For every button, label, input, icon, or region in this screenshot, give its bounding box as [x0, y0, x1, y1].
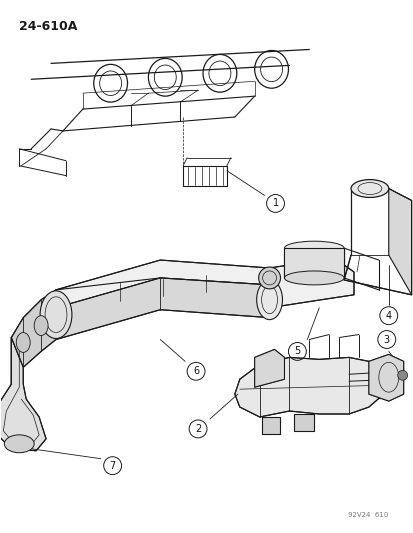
Text: 4: 4	[385, 311, 391, 321]
Ellipse shape	[350, 180, 388, 197]
Ellipse shape	[34, 316, 48, 336]
Ellipse shape	[258, 267, 280, 289]
Text: 1: 1	[272, 198, 278, 208]
Ellipse shape	[40, 291, 72, 338]
Polygon shape	[284, 248, 343, 278]
Text: 24-610A: 24-610A	[19, 20, 78, 33]
Ellipse shape	[284, 241, 343, 255]
Text: 5: 5	[294, 346, 300, 357]
Text: 3: 3	[383, 335, 389, 344]
Polygon shape	[254, 350, 284, 387]
Polygon shape	[0, 337, 46, 451]
Polygon shape	[56, 260, 269, 308]
Text: 6: 6	[192, 366, 199, 376]
Polygon shape	[269, 258, 353, 308]
Ellipse shape	[284, 271, 343, 285]
Polygon shape	[261, 417, 279, 434]
Text: 2: 2	[195, 424, 201, 434]
Polygon shape	[11, 290, 56, 384]
Polygon shape	[294, 414, 313, 431]
Polygon shape	[388, 189, 411, 295]
Text: 92V24  610: 92V24 610	[348, 512, 388, 518]
Ellipse shape	[16, 333, 30, 352]
Polygon shape	[234, 358, 383, 417]
Polygon shape	[56, 278, 269, 340]
Text: 7: 7	[109, 461, 116, 471]
Ellipse shape	[256, 280, 282, 320]
Ellipse shape	[5, 435, 34, 453]
Circle shape	[397, 370, 407, 380]
Polygon shape	[368, 354, 403, 401]
